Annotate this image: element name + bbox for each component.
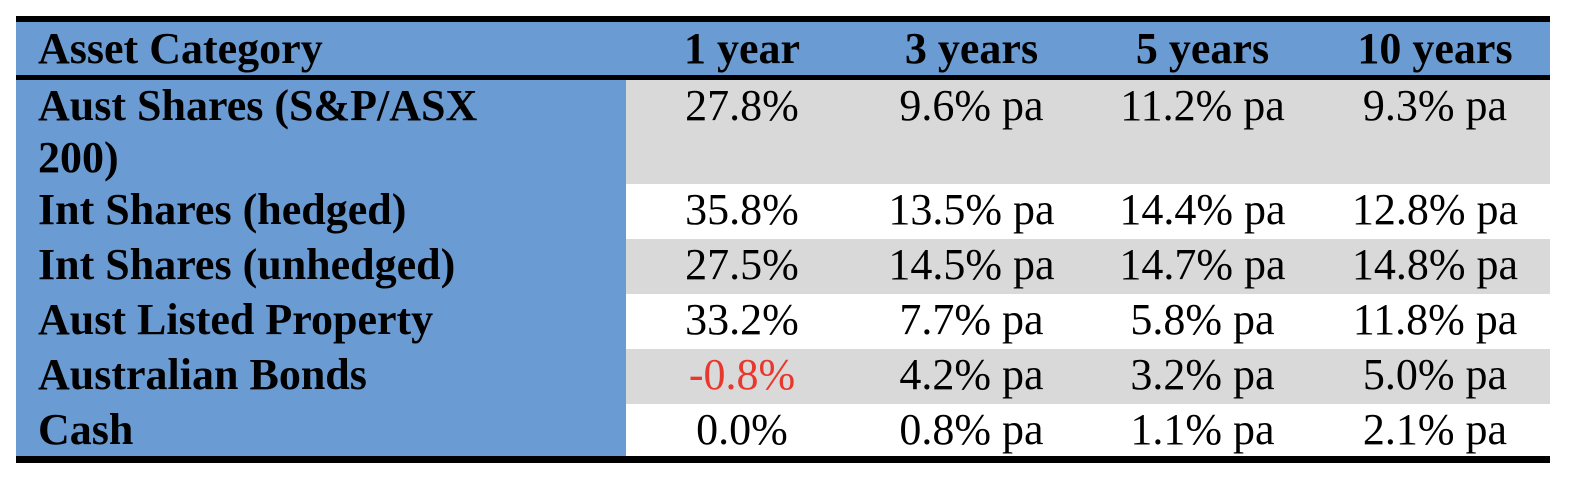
table-cell: 14.4% pa <box>1119 184 1286 234</box>
table-cell: 14.7% pa <box>1119 239 1286 289</box>
table-cell: 14.5% pa <box>888 239 1055 289</box>
row-label: Aust Shares (S&P/ASX 200) <box>16 77 626 184</box>
table-cell: 9.6% pa <box>899 80 1044 130</box>
table-row: Aust Shares (S&P/ASX 200) 27.8% 9.6% pa 11.… <box>16 77 1550 184</box>
row-label: Int Shares (hedged) <box>16 183 626 239</box>
table-cell: 2.1% pa <box>1362 404 1508 454</box>
row-label: Cash <box>16 403 626 459</box>
returns-table-wrap: Asset Category 1 year 3 years 5 years 10 yea… <box>16 16 1550 463</box>
returns-table: Asset Category 1 year 3 years 5 years 10 yea… <box>16 16 1550 463</box>
table-cell: 5.8% pa <box>1130 294 1275 344</box>
table-cell: 7.7% pa <box>899 294 1044 344</box>
table-cell: 3.2% pa <box>1130 349 1275 399</box>
row-label: Australian Bonds <box>16 348 626 404</box>
header-cell: Asset Category <box>38 23 323 73</box>
row-label: Aust Listed Property <box>16 293 626 349</box>
table-row: Australian Bonds -0.8% 4.2% pa 3.2% pa 5.0% … <box>16 348 1550 404</box>
table-row: Int Shares (unhedged) 27.5% 14.5% pa 14.7% … <box>16 238 1550 294</box>
table-cell: 0.8% pa <box>899 404 1044 454</box>
table-cell: 9.3% pa <box>1362 80 1508 130</box>
table-cell: 27.5% <box>685 239 799 289</box>
table-cell: 12.8% pa <box>1351 184 1519 234</box>
table-cell: -0.8% <box>688 349 796 399</box>
header-cell: 10 years <box>1357 23 1513 73</box>
table-cell: 11.8% pa <box>1352 294 1518 344</box>
table-row: Aust Listed Property 33.2% 7.7% pa 5.8% pa 1… <box>16 293 1550 349</box>
header-row: Asset Category 1 year 3 years 5 years 10 yea… <box>16 19 1550 77</box>
table-cell: 14.8% pa <box>1351 239 1519 289</box>
table-header: Asset Category 1 year 3 years 5 years 10 yea… <box>16 19 1550 77</box>
table-cell: 1.1% pa <box>1130 404 1275 454</box>
row-label: Int Shares (unhedged) <box>16 238 626 294</box>
table-cell: 27.8% <box>685 80 799 130</box>
table-cell: 13.5% pa <box>888 184 1055 234</box>
table-row: Cash 0.0% 0.8% pa 1.1% pa 2.1% pa <box>16 403 1550 459</box>
table-cell: 4.2% pa <box>899 349 1044 399</box>
table-row: Int Shares (hedged) 35.8% 13.5% pa 14.4% pa… <box>16 183 1550 239</box>
table-body: Aust Shares (S&P/ASX 200) 27.8% 9.6% pa 11.… <box>16 77 1550 459</box>
table-cell: 5.0% pa <box>1362 349 1508 399</box>
table-cell: 11.2% pa <box>1120 80 1285 130</box>
table-cell: 0.0% <box>696 404 788 454</box>
header-cell: 5 years <box>1135 23 1270 73</box>
table-cell: 33.2% <box>685 294 799 344</box>
header-cell: 1 year <box>683 23 801 73</box>
header-cell: 3 years <box>904 23 1039 73</box>
table-cell: 35.8% <box>685 184 799 234</box>
